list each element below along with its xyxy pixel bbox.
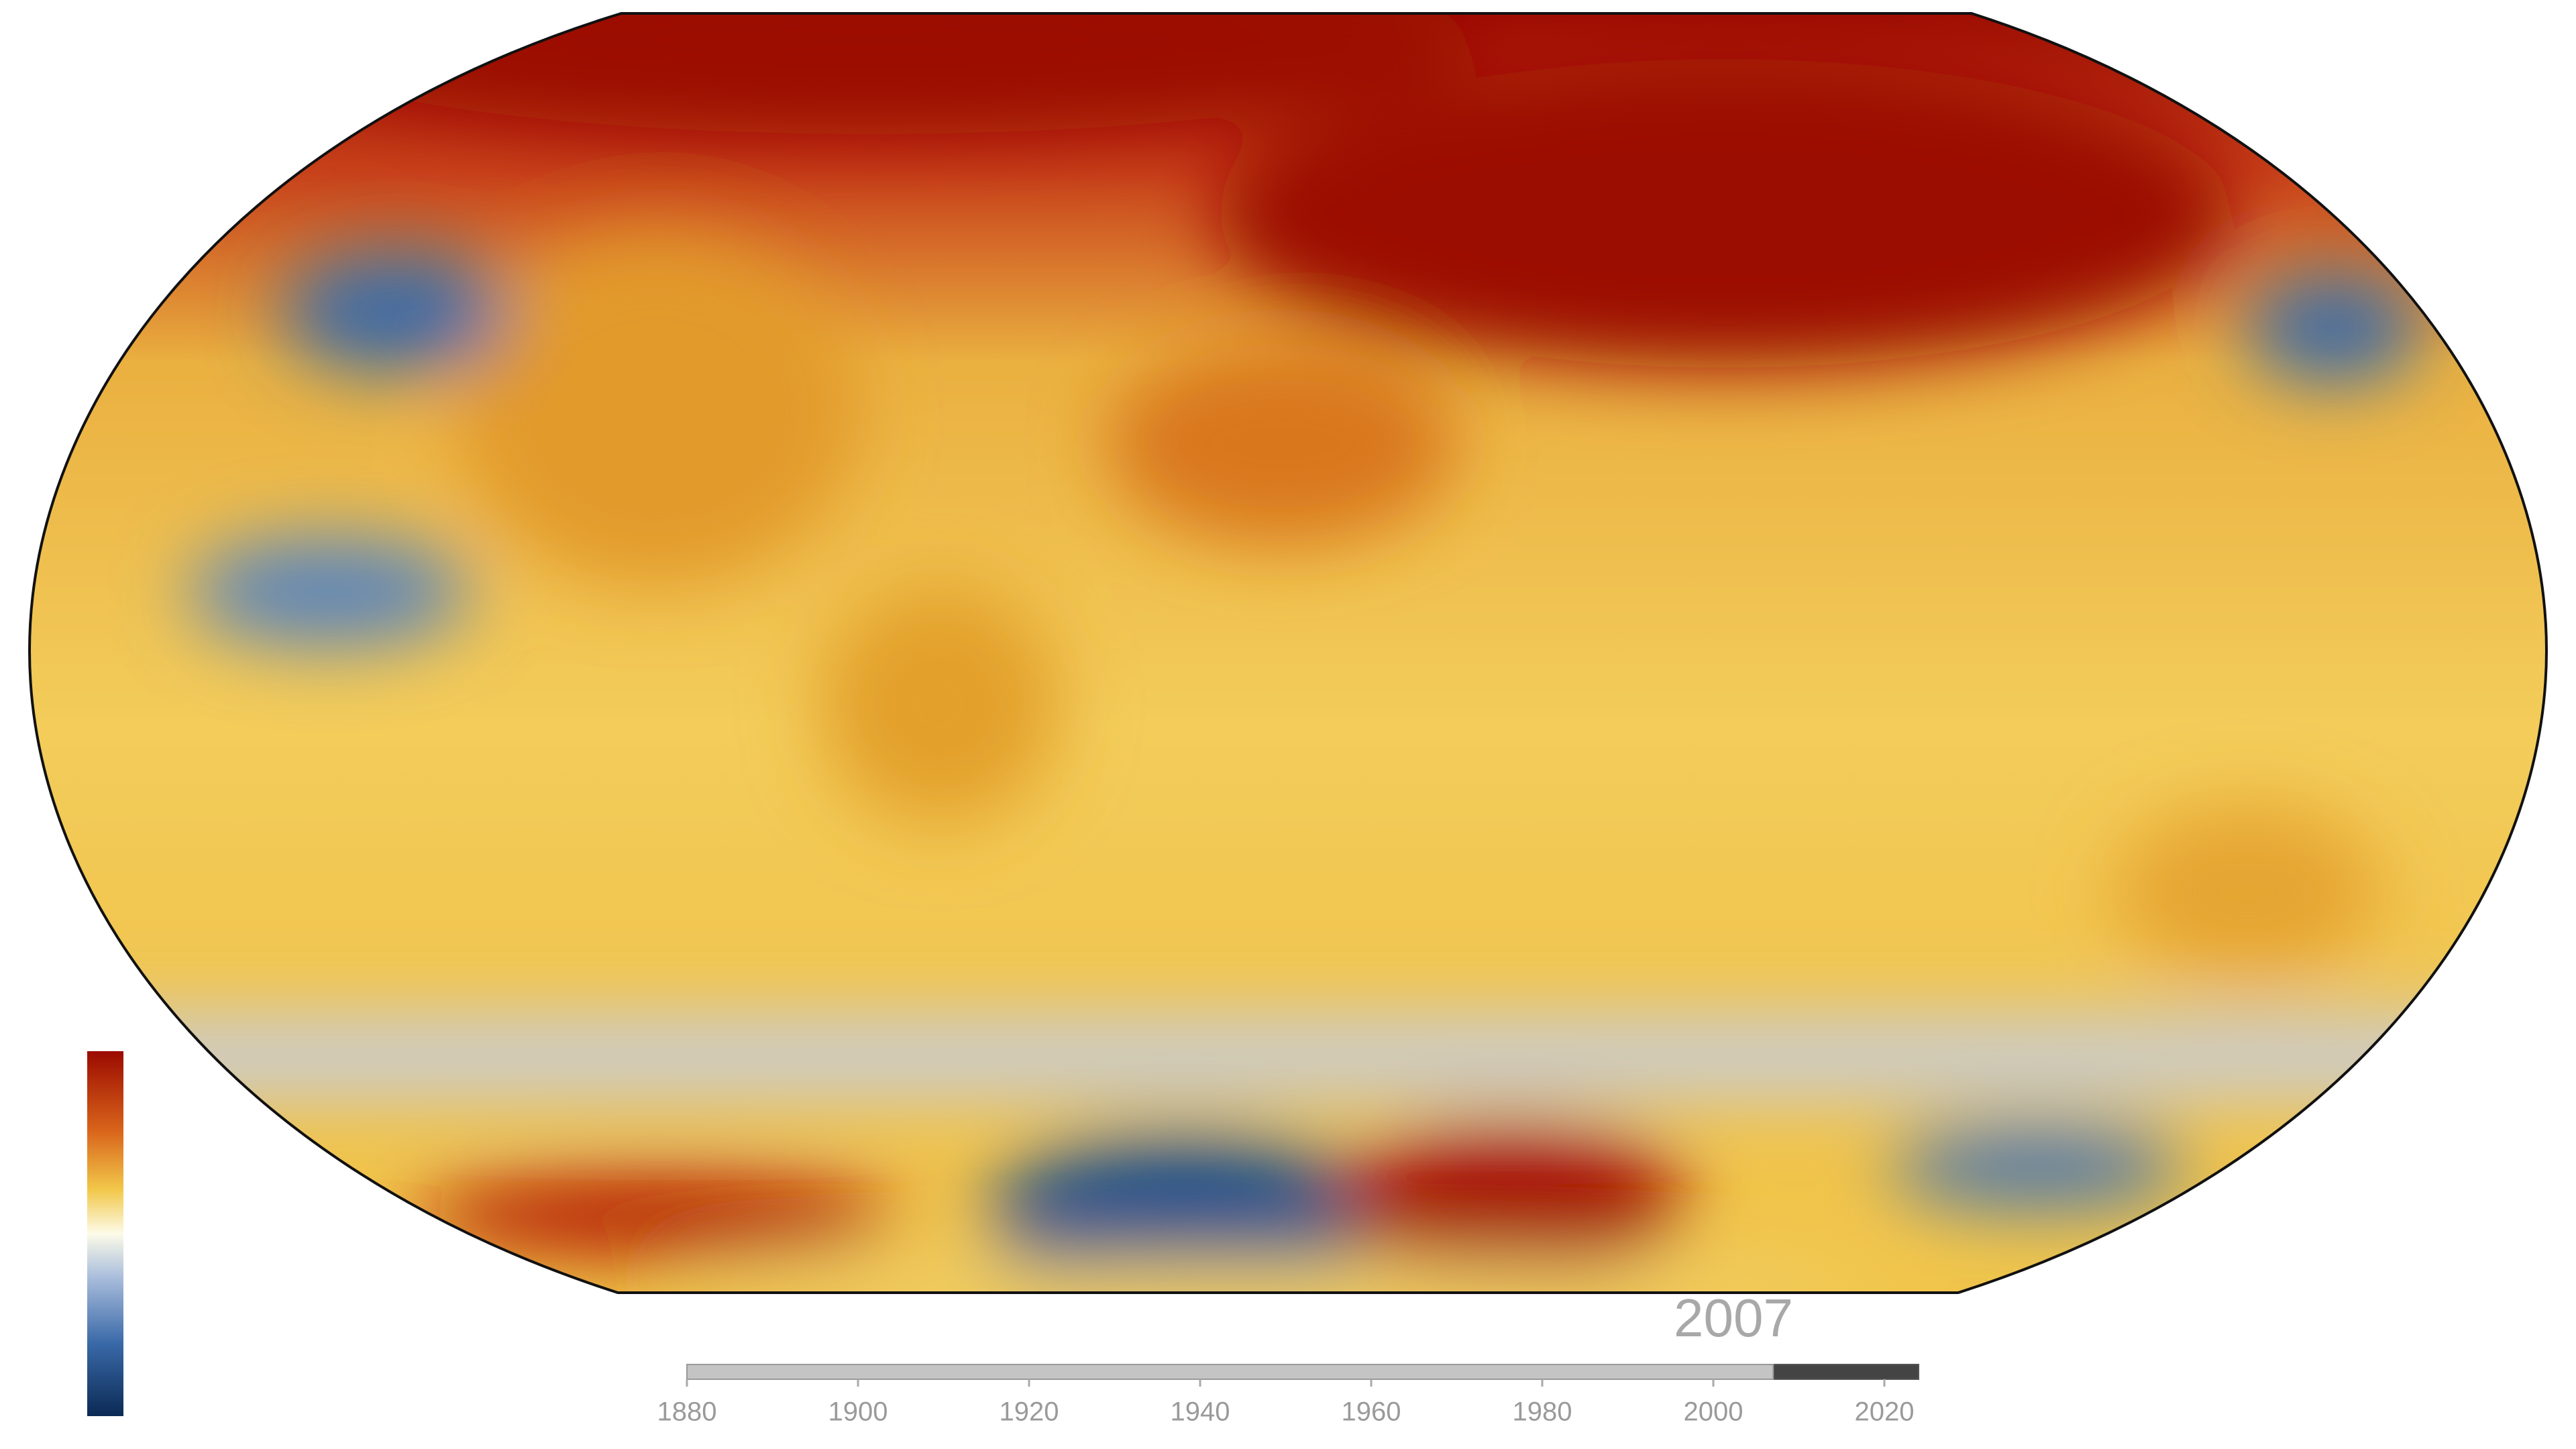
timeline-progress [686, 1364, 1774, 1380]
current-year: 2007 [1674, 1288, 1793, 1348]
tick-label: 1880 [657, 1397, 717, 1427]
tick-label: 1920 [1000, 1397, 1059, 1427]
tick-label: 1900 [828, 1397, 888, 1427]
tick-label: 2000 [1684, 1397, 1743, 1427]
tick-label: 1940 [1171, 1397, 1230, 1427]
color-bar [87, 1051, 123, 1416]
map-outline [28, 12, 2548, 1294]
tick-label: 1980 [1513, 1397, 1572, 1427]
tick-label: 2020 [1855, 1397, 1915, 1427]
tick-label: 1960 [1342, 1397, 1401, 1427]
